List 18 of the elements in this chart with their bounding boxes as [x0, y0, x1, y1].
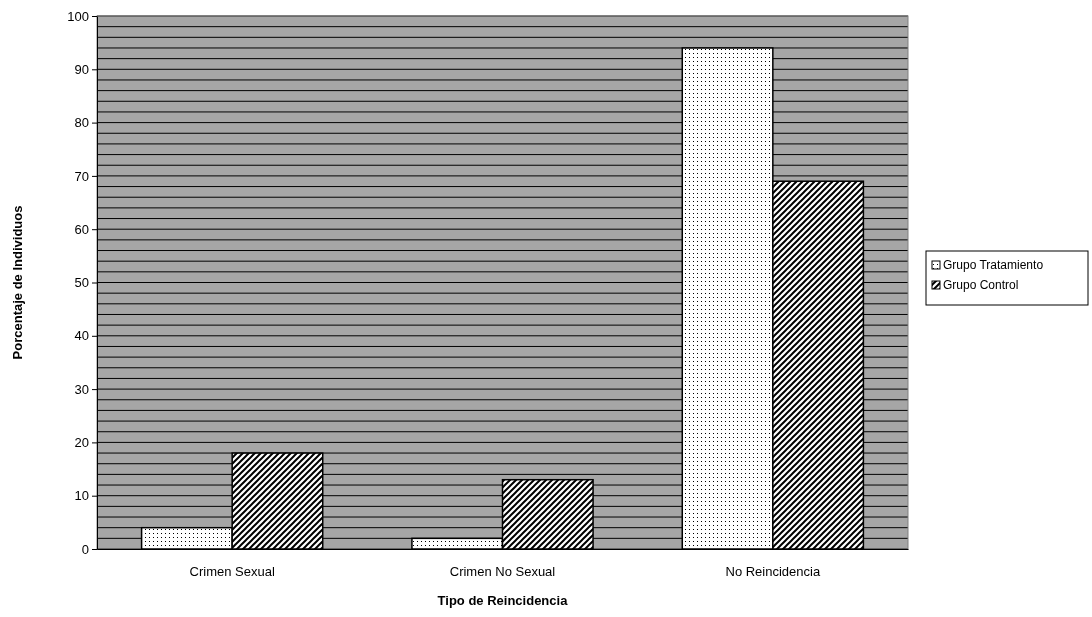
y-tick-label: 40 — [74, 328, 89, 344]
y-tick-label: 10 — [74, 488, 89, 504]
y-axis-title: Porcentaje de Individuos — [10, 205, 25, 360]
y-tick-label: 70 — [74, 168, 89, 184]
y-tick-label: 60 — [74, 221, 89, 237]
y-tick-label: 0 — [81, 541, 89, 557]
y-tick-label: 100 — [67, 8, 89, 24]
legend-label: Grupo Tratamiento — [943, 258, 1044, 272]
legend-label: Grupo Control — [943, 278, 1019, 292]
y-tick-label: 20 — [74, 435, 89, 451]
y-tick-label: 30 — [74, 381, 89, 397]
y-tick-label: 80 — [74, 115, 89, 131]
y-tick-label: 90 — [74, 61, 89, 77]
x-tick-label: Crimen Sexual — [189, 564, 275, 580]
x-tick-label: No Reincidencia — [725, 564, 821, 580]
x-tick-label: Crimen No Sexual — [449, 564, 556, 580]
x-axis-title: Tipo de Reincidencia — [437, 593, 569, 608]
y-tick-label: 50 — [74, 275, 89, 291]
